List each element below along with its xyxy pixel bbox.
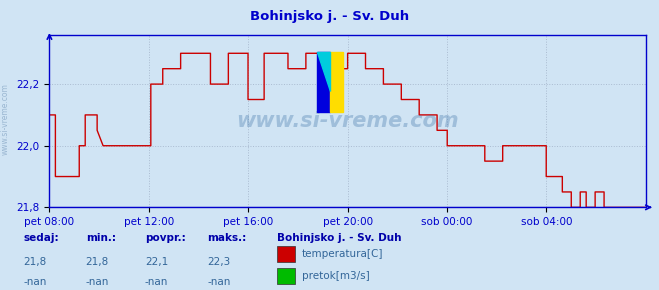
Bar — [330, 52, 343, 113]
Text: -nan: -nan — [23, 277, 46, 287]
Text: sedaj:: sedaj: — [23, 233, 59, 243]
Text: maks.:: maks.: — [208, 233, 247, 243]
Text: 22,1: 22,1 — [145, 257, 168, 267]
Text: 21,8: 21,8 — [86, 257, 109, 267]
Text: min.:: min.: — [86, 233, 116, 243]
Text: 22,3: 22,3 — [208, 257, 231, 267]
Text: pretok[m3/s]: pretok[m3/s] — [302, 271, 370, 281]
Text: www.si-vreme.com: www.si-vreme.com — [237, 111, 459, 131]
Text: temperatura[C]: temperatura[C] — [302, 249, 384, 259]
Text: -nan: -nan — [145, 277, 168, 287]
Text: -nan: -nan — [86, 277, 109, 287]
Bar — [316, 52, 330, 113]
Text: www.si-vreme.com: www.si-vreme.com — [1, 83, 10, 155]
Text: Bohinjsko j. - Sv. Duh: Bohinjsko j. - Sv. Duh — [277, 233, 401, 243]
Polygon shape — [316, 52, 330, 91]
Text: Bohinjsko j. - Sv. Duh: Bohinjsko j. - Sv. Duh — [250, 10, 409, 23]
Text: -nan: -nan — [208, 277, 231, 287]
Text: 21,8: 21,8 — [23, 257, 46, 267]
Text: povpr.:: povpr.: — [145, 233, 186, 243]
